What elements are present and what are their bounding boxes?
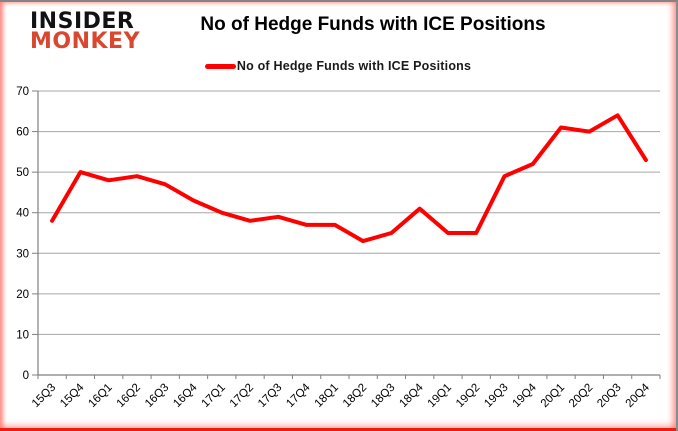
x-tick-label: 18Q2 xyxy=(341,382,369,410)
x-tick-label: 15Q4 xyxy=(58,381,87,410)
x-tick-label: 17Q3 xyxy=(256,382,284,410)
x-tick-label: 18Q1 xyxy=(313,382,341,410)
x-tick-label: 19Q3 xyxy=(482,382,510,410)
x-tick-label: 20Q2 xyxy=(567,382,595,410)
logo-line1: INSIDER xyxy=(30,9,135,34)
y-tick-label: 60 xyxy=(16,127,29,139)
y-tick-label: 0 xyxy=(23,370,29,382)
logo-line2: MONKEY xyxy=(30,29,141,55)
x-tick-label: 16Q2 xyxy=(115,382,143,410)
x-tick-label: 20Q4 xyxy=(624,381,653,410)
chart-legend: No of Hedge Funds with ICE Positions xyxy=(0,59,676,73)
x-tick-label: 15Q3 xyxy=(30,382,58,410)
x-tick-label: 19Q4 xyxy=(511,381,540,410)
x-tick-label: 16Q3 xyxy=(143,382,171,410)
x-tick-label: 16Q1 xyxy=(86,382,114,410)
series-line xyxy=(50,113,648,244)
x-tick-label: 20Q3 xyxy=(595,382,623,410)
x-tick-label: 19Q2 xyxy=(454,382,482,410)
y-tick-label: 40 xyxy=(16,208,29,220)
x-tick-label: 18Q4 xyxy=(397,381,426,410)
y-tick-label: 50 xyxy=(16,167,29,179)
insider-monkey-logo: INSIDER MONKEY xyxy=(30,9,141,55)
legend-label: No of Hedge Funds with ICE Positions xyxy=(236,59,472,73)
x-tick-label: 19Q1 xyxy=(426,382,454,410)
x-tick-label: 18Q3 xyxy=(369,382,397,410)
legend-line-swatch xyxy=(204,63,236,69)
y-tick-label: 70 xyxy=(16,86,29,98)
y-tick-label: 20 xyxy=(16,289,29,301)
x-tick-label: 17Q1 xyxy=(200,382,228,410)
y-tick-label: 10 xyxy=(16,329,29,341)
x-tick-label: 16Q4 xyxy=(171,381,200,410)
chart-title: No of Hedge Funds with ICE Positions xyxy=(200,14,546,35)
x-tick-label: 17Q2 xyxy=(228,382,256,410)
x-tick-label: 17Q4 xyxy=(284,381,313,410)
y-tick-label: 30 xyxy=(16,248,29,260)
x-tick-label: 20Q1 xyxy=(539,382,567,410)
